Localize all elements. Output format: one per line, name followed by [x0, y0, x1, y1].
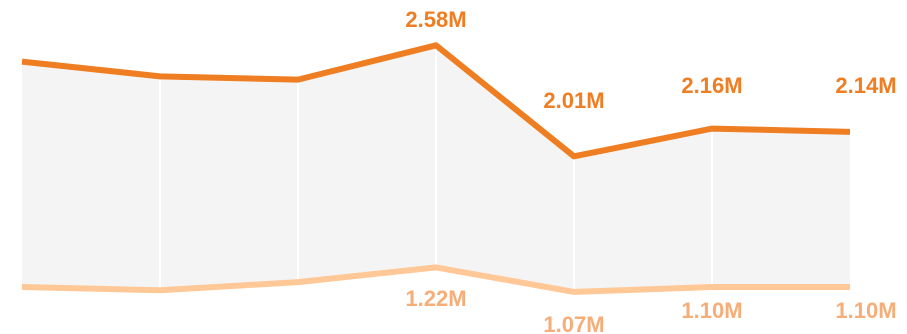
- category-separators: [159, 45, 713, 292]
- data-label-upper-3: 2.58M: [405, 7, 466, 32]
- series-lines: [21, 42, 851, 295]
- series-line-upper: [21, 42, 851, 160]
- data-label-lower-5: 1.10M: [681, 298, 742, 323]
- data-label-upper-5: 2.16M: [681, 73, 742, 98]
- data-label-upper-6: 2.14M: [835, 73, 896, 98]
- series-line-lower: [21, 264, 850, 295]
- data-label-lower-6: 1.10M: [835, 298, 896, 323]
- data-label-upper-4: 2.01M: [543, 88, 604, 113]
- data-labels: 2.58M 2.01M 2.16M 2.14M 1.22M 1.07M 1.10M 1.10M: [405, 7, 896, 334]
- data-label-lower-4: 1.07M: [543, 312, 604, 334]
- data-label-lower-3: 1.22M: [405, 286, 466, 311]
